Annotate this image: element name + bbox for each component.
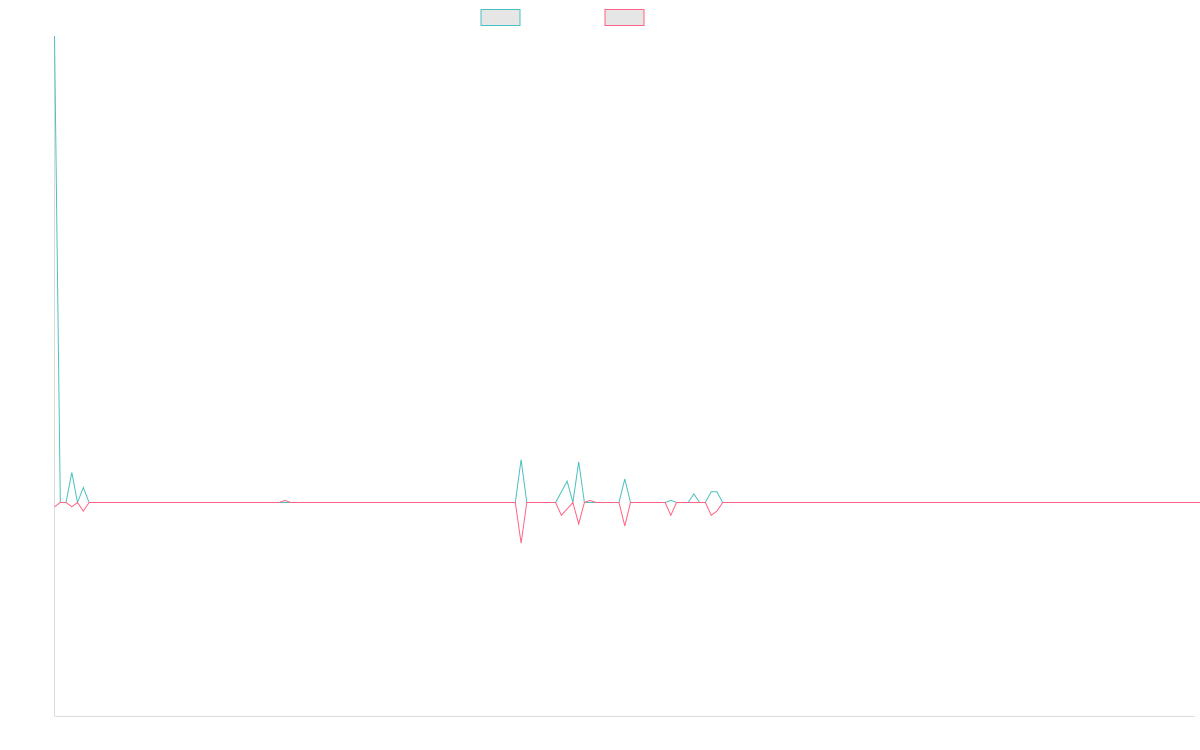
legend-swatch-series-2[interactable] <box>604 9 645 26</box>
series-line-2 <box>54 499 1200 544</box>
series-line-1 <box>54 35 1200 505</box>
plot-area <box>54 35 1200 717</box>
legend-swatch-series-1[interactable] <box>480 9 521 26</box>
series-layer <box>54 35 1200 544</box>
legend <box>480 9 645 26</box>
